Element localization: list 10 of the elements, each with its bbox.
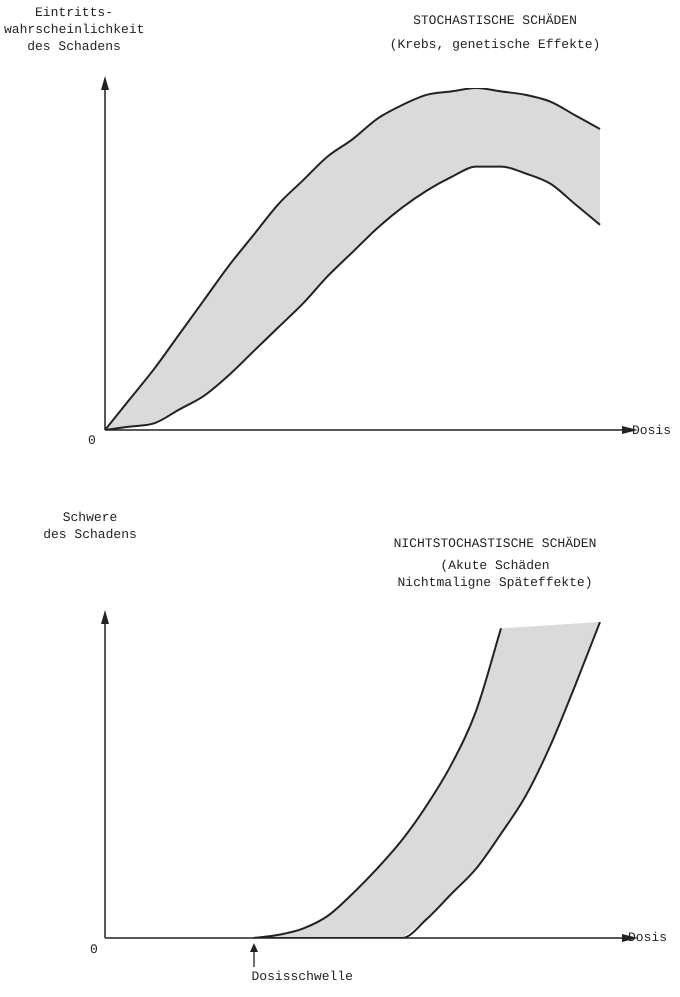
text: 0 bbox=[88, 432, 96, 449]
text: 0 bbox=[90, 941, 98, 958]
chart-title: NICHTSTOCHASTISCHE SCHÄDEN bbox=[392, 535, 598, 552]
y-axis-title: Eintritts- wahrscheinlichkeit des Schadens bbox=[4, 4, 144, 55]
text: Dosisschwelle bbox=[252, 968, 353, 985]
y-axis-title: Schwere des Schadens bbox=[42, 509, 138, 543]
chart-title: STOCHASTISCHE SCHÄDEN bbox=[412, 12, 578, 29]
x-axis-title: Dosis bbox=[632, 422, 672, 439]
chart-subtitle: (Akute Schäden Nichtmaligne Späteffekte) bbox=[396, 557, 594, 591]
chart-subtitle: (Krebs, genetische Effekte) bbox=[388, 36, 602, 53]
